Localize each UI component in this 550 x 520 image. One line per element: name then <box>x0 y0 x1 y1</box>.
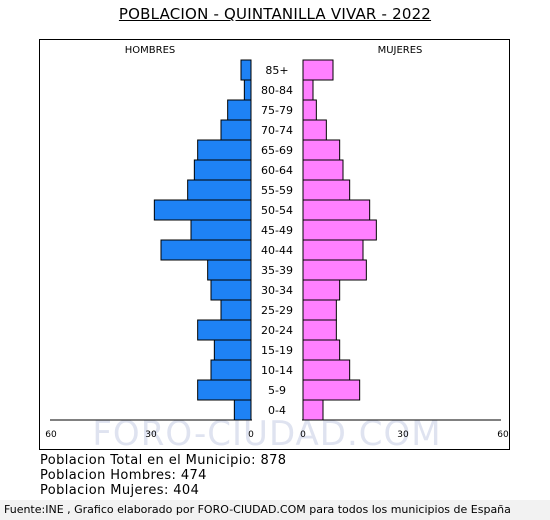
source-note: Fuente:INE , Grafico elaborado por FORO-… <box>4 503 511 516</box>
bar-mujeres-75-79 <box>302 99 317 121</box>
tick-right-0: 0 <box>300 430 306 440</box>
age-label-50-54: 50-54 <box>261 204 293 217</box>
bar-mujeres-0-4 <box>302 399 324 421</box>
bar-mujeres-40-44 <box>302 239 364 261</box>
age-label-10-14: 10-14 <box>261 364 293 377</box>
age-label-55-59: 55-59 <box>261 184 293 197</box>
age-label-40-44: 40-44 <box>261 244 293 257</box>
bar-mujeres-5-9 <box>302 379 361 401</box>
bar-hombres-10-14 <box>210 359 252 381</box>
bar-hombres-60-64 <box>193 159 252 181</box>
bar-mujeres-35-39 <box>302 259 367 281</box>
age-label-25-29: 25-29 <box>261 304 293 317</box>
bar-mujeres-20-24 <box>302 319 337 341</box>
bar-hombres-45-49 <box>190 219 252 241</box>
bar-hombres-35-39 <box>207 259 252 281</box>
age-label-0-4: 0-4 <box>268 404 286 417</box>
age-label-60-64: 60-64 <box>261 164 293 177</box>
bar-hombres-55-59 <box>187 179 252 201</box>
stat-mujeres: Poblacion Mujeres: 404 <box>40 483 200 498</box>
age-label-20-24: 20-24 <box>261 324 293 337</box>
bar-mujeres-55-59 <box>302 179 351 201</box>
bar-hombres-80-84 <box>243 79 252 101</box>
bar-mujeres-65-69 <box>302 139 341 161</box>
age-label-5-9: 5-9 <box>268 384 286 397</box>
age-label-15-19: 15-19 <box>261 344 293 357</box>
age-labels-group: 85+ 80-84 75-79 70-74 65-69 60-64 55-59 50-54 45… <box>261 64 293 417</box>
bar-hombres-70-74 <box>220 119 252 141</box>
chart-frame: FORO-CIUDAD.COM HOMBRES MUJERES 85+ 80-84… <box>39 39 510 450</box>
bar-hombres-30-34 <box>210 279 252 301</box>
tick-right-30: 30 <box>397 430 409 440</box>
bar-hombres-65-69 <box>197 139 252 161</box>
bar-hombres-15-19 <box>213 339 252 361</box>
bar-hombres-20-24 <box>197 319 252 341</box>
left-side-label: HOMBRES <box>125 45 176 56</box>
age-label-35-39: 35-39 <box>261 264 293 277</box>
bar-mujeres-10-14 <box>302 359 351 381</box>
tick-left-0: 0 <box>248 430 254 440</box>
footer-bar <box>0 500 550 520</box>
right-side-label: MUJERES <box>378 45 423 56</box>
age-label-75-79: 75-79 <box>261 104 293 117</box>
age-label-85plus: 85+ <box>265 64 288 77</box>
age-label-65-69: 65-69 <box>261 144 293 157</box>
bar-hombres-5-9 <box>197 379 252 401</box>
bar-mujeres-45-49 <box>302 219 377 241</box>
tick-right-60: 60 <box>497 430 509 440</box>
stat-total: Poblacion Total en el Municipio: 878 <box>40 453 287 468</box>
bar-hombres-25-29 <box>220 299 252 321</box>
age-label-30-34: 30-34 <box>261 284 293 297</box>
age-label-45-49: 45-49 <box>261 224 293 237</box>
age-label-80-84: 80-84 <box>261 84 293 97</box>
bar-hombres-40-44 <box>160 239 252 261</box>
bar-mujeres-25-29 <box>302 299 337 321</box>
axis-ticks-group: 60 30 0 0 30 60 <box>45 430 509 440</box>
bar-mujeres-80-84 <box>302 79 314 101</box>
bar-mujeres-70-74 <box>302 119 327 141</box>
bar-hombres-85plus <box>240 59 252 81</box>
bar-hombres-50-54 <box>153 199 252 221</box>
population-pyramid: FORO-CIUDAD.COM HOMBRES MUJERES 85+80-84… <box>45 45 509 449</box>
bar-hombres-0-4 <box>233 399 252 421</box>
tick-left-30: 30 <box>145 430 157 440</box>
chart-title: POBLACION - QUINTANILLA VIVAR - 2022 <box>118 5 432 23</box>
bars-group <box>153 59 377 421</box>
bar-mujeres-60-64 <box>302 159 344 181</box>
bar-mujeres-15-19 <box>302 339 341 361</box>
bar-mujeres-50-54 <box>302 199 371 221</box>
tick-left-60: 60 <box>45 430 57 440</box>
bar-hombres-75-79 <box>227 99 252 121</box>
age-label-70-74: 70-74 <box>261 124 293 137</box>
bar-mujeres-85plus <box>302 59 334 81</box>
bar-mujeres-30-34 <box>302 279 341 301</box>
stat-hombres: Poblacion Hombres: 474 <box>40 468 207 483</box>
